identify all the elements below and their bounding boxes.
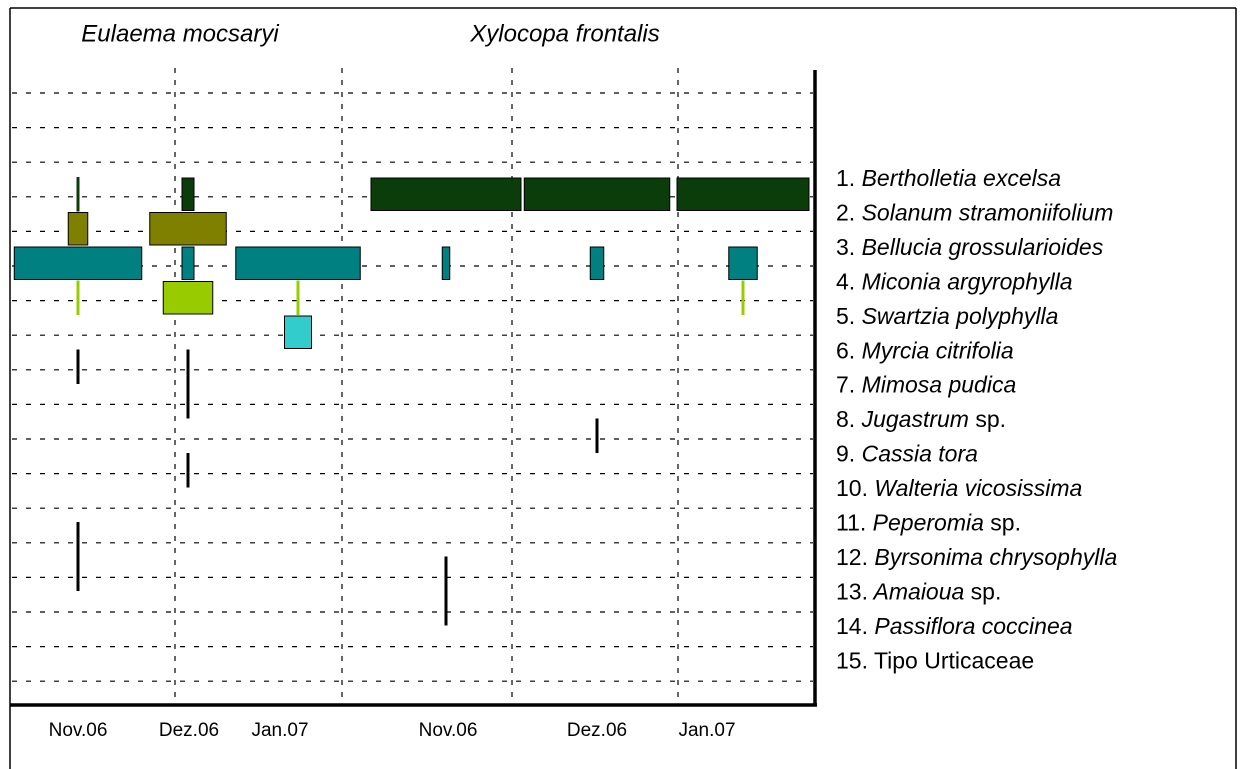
kite-bar <box>186 453 190 488</box>
legend-entry: 2. Solanum stramoniifolium <box>836 200 1113 226</box>
kite-bar <box>444 556 448 591</box>
legend-text: 5. <box>836 303 855 329</box>
kite-bar <box>370 177 522 211</box>
kite-bar <box>595 418 599 453</box>
kite-bar <box>76 522 80 557</box>
kite-bar <box>149 212 227 246</box>
legend-text: Jugastrum <box>855 406 969 432</box>
marks <box>13 177 810 626</box>
legend-text: Miconia argyrophylla <box>855 268 1072 294</box>
kite-bar <box>235 246 361 280</box>
legend-text: 7. <box>836 372 855 398</box>
legend-text: Cassia tora <box>855 441 978 467</box>
kite-bar <box>76 556 80 591</box>
legend-entry: 12. Byrsonima chrysophylla <box>836 544 1117 570</box>
panel-title: Eulaema mocsaryi <box>81 20 279 47</box>
legend-text: Passiflora coccinea <box>868 613 1073 639</box>
legend-text: 13. <box>836 578 868 604</box>
month-label: Dez.06 <box>567 720 627 741</box>
kite-bar <box>441 246 451 280</box>
legend-text: Amaioua <box>868 578 964 604</box>
legend-text: 12. <box>836 544 868 570</box>
legend-entry: 7. Mimosa pudica <box>836 372 1016 398</box>
legend-entry: 8. Jugastrum sp. <box>836 406 1006 432</box>
legend-text: Mimosa pudica <box>855 372 1016 398</box>
legend-text: 3. <box>836 234 855 260</box>
kite-bar <box>181 177 195 211</box>
kite-bar <box>741 280 745 315</box>
legend-entry: 14. Passiflora coccinea <box>836 613 1073 639</box>
kite-bar <box>444 591 448 626</box>
kite-bar <box>728 246 758 280</box>
grid <box>12 68 813 704</box>
legend-text: 2. <box>836 200 855 226</box>
legend-text: 10. <box>836 475 868 501</box>
month-label: Jan.07 <box>251 720 308 741</box>
kite-bar <box>296 280 300 315</box>
legend-text: Myrcia citrifolia <box>855 337 1013 363</box>
legend-text: Bellucia grossularioides <box>855 234 1104 260</box>
kite-bar <box>284 315 312 349</box>
legend-text: Byrsonima chrysophylla <box>868 544 1117 570</box>
legend-entry: 9. Cassia tora <box>836 441 978 467</box>
month-label: Nov.06 <box>49 720 108 741</box>
legend-text: 14. <box>836 613 868 639</box>
legend-text: Tipo Urticaceae <box>868 647 1034 673</box>
legend-text: 15. <box>836 647 868 673</box>
legend-text: sp. <box>964 578 1001 604</box>
kite-bar <box>162 281 214 315</box>
kite-bar <box>589 246 605 280</box>
legend-text: sp. <box>984 510 1021 536</box>
legend-entry: 3. Bellucia grossularioides <box>836 234 1104 260</box>
kite-bar <box>186 384 190 419</box>
legend-text: 8. <box>836 406 855 432</box>
legend-text: Swartzia polyphylla <box>855 303 1058 329</box>
legend-entry: 13. Amaioua sp. <box>836 578 1001 604</box>
legend-entry: 10. Walteria vicosissima <box>836 475 1082 501</box>
kite-bar <box>67 212 89 246</box>
legend-text: Peperomia <box>866 510 984 536</box>
legend-entry: 15. Tipo Urticaceae <box>836 647 1034 673</box>
legend-text: Walteria vicosissima <box>868 475 1082 501</box>
kite-bar <box>76 177 80 212</box>
legend-entry: 4. Miconia argyrophylla <box>836 268 1073 294</box>
legend-text: Bertholletia excelsa <box>855 165 1061 191</box>
legend-text: 4. <box>836 268 855 294</box>
month-label: Jan.07 <box>678 720 735 741</box>
legend-text: 6. <box>836 337 855 363</box>
kite-bar <box>13 246 143 280</box>
month-label: Dez.06 <box>159 720 219 741</box>
legend-text: 9. <box>836 441 855 467</box>
legend-entry: 1. Bertholletia excelsa <box>836 165 1061 191</box>
kite-bar <box>76 280 80 315</box>
panel-title: Xylocopa frontalis <box>469 20 659 47</box>
legend-entry: 5. Swartzia polyphylla <box>836 303 1058 329</box>
legend-entry: 11. Peperomia sp. <box>836 510 1021 536</box>
legend-text: Solanum stramoniifolium <box>855 200 1113 226</box>
kite-bar <box>676 177 810 211</box>
kite-bar <box>186 349 190 384</box>
kite-bar <box>181 246 195 280</box>
legend-text: 11. <box>836 510 866 536</box>
kite-bar <box>523 177 671 211</box>
kite-bar <box>76 349 80 384</box>
legend-entry: 6. Myrcia citrifolia <box>836 337 1014 363</box>
legend-text: sp. <box>969 406 1006 432</box>
legend-text: 1. <box>836 165 855 191</box>
month-label: Nov.06 <box>419 720 478 741</box>
